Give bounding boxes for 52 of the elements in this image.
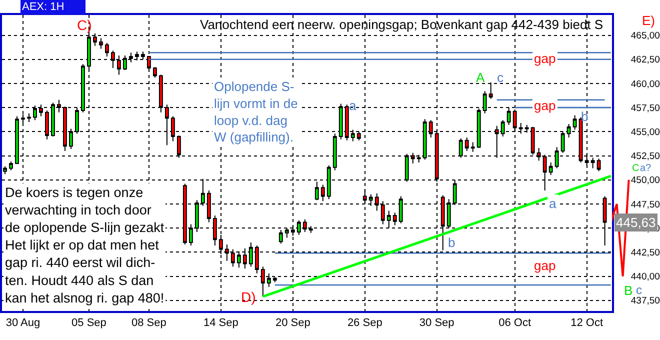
y-tick-label: 447,50 [630,199,660,210]
annotation: B [624,283,633,298]
annotation: C [632,163,640,174]
y-tick-label: 437,50 [630,296,660,307]
annotation: De koers is tegen onze verwachting in toch door de oplopende S-lijn gezakt Het lijkt er op dat men het gap ri. 440 eerst wil dich- ten. Houdt 440 als S dan kan het alsnog ri. gap 480! [5,185,164,306]
y-tick-label: 462,50 [630,54,660,66]
annotation: C) [77,17,92,33]
candlestick [320,184,325,202]
y-tick-label: 460,00 [630,78,660,90]
y-tick-label: 452,50 [630,151,660,162]
annotation: a [349,98,357,113]
annotation: gap [534,258,556,273]
annotation: gap [534,98,556,113]
candlestick [464,136,469,152]
annotation: b [448,235,456,250]
y-tick-label: 450,00 [630,175,660,186]
annotation: E) [642,13,655,28]
x-tick-label: 26 Sep [347,317,382,330]
chart-subtitle: AEX: 1H [22,1,64,13]
candlestick [596,158,601,172]
annotation: D) [241,289,256,305]
candlestick [27,112,31,123]
y-tick-label: 465,00 [630,30,660,42]
y-tick-label: 442,50 [630,248,660,259]
annotation: c [636,283,642,297]
x-tick-label: 14 Sep [203,317,238,330]
candlestick [152,66,157,78]
candlestick [99,38,103,50]
annotation: c [497,70,504,85]
annotation: Oplopende S- lijn vormt in de loop v.d. dag W (gapfilling). [214,79,298,145]
x-tick-label: 05 Sep [72,317,106,330]
y-tick-label: 457,50 [630,102,660,114]
annotation: a? [640,163,652,174]
chart-title: Vanochtend een neerw. openingsgap; Bovenkant gap 442-439 biedt S [200,17,604,32]
x-tick-label: 06 Oct [498,317,532,330]
annotation: gap [534,51,556,66]
candlestick [9,161,13,171]
x-tick-label: 30 Sep [419,317,454,330]
candlestick [3,166,7,175]
annotation: A [476,70,485,85]
annotation: a [549,196,557,211]
candlestick [392,212,397,226]
x-tick-label: 08 Sep [132,317,166,330]
candlestick [470,142,475,152]
y-tick-label: 455,00 [630,126,660,138]
x-tick-label: 12 Oct [570,317,604,330]
x-tick-label: 30 Aug [6,317,40,330]
x-tick-label: 20 Sep [275,317,310,330]
annotation: b [581,109,588,124]
y-tick-label: 440,00 [630,272,660,283]
candlestick [105,42,109,57]
candlestick [548,162,553,176]
